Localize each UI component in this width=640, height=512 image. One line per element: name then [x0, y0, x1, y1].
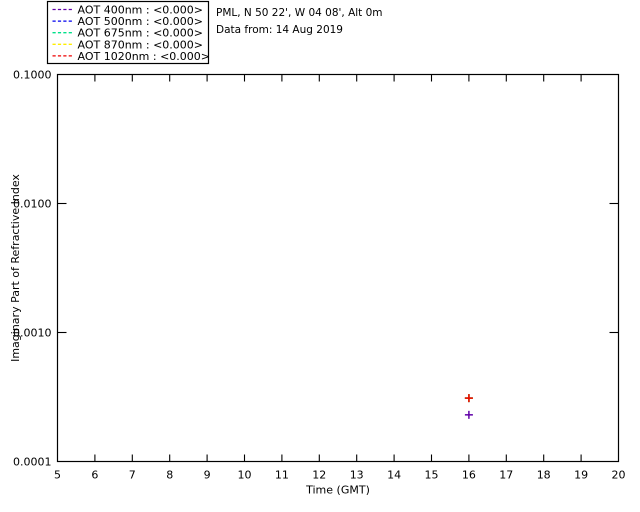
x-tick-label: 10	[238, 469, 252, 482]
legend-item[interactable]: AOT 870nm : <0.000>	[52, 38, 204, 51]
legend-item[interactable]: AOT 675nm : <0.000>	[52, 27, 204, 40]
y-axis: 0.0001 0.0010 0.0100 0.1000	[13, 69, 619, 469]
plot-frame	[56, 73, 620, 463]
x-tick-label: 19	[574, 469, 588, 482]
legend-label-400: AOT 400nm : <0.000>	[78, 4, 204, 17]
marker-aot-400nm[interactable]	[464, 410, 473, 419]
plot-subtitle-line2: Data from: 14 Aug 2019	[216, 24, 343, 36]
legend-label-870: AOT 870nm : <0.000>	[78, 38, 204, 51]
y-axis-title: Imaginary Part of Refractive Index	[9, 174, 22, 362]
legend-item[interactable]: AOT 400nm : <0.000>	[52, 4, 204, 17]
data-markers	[464, 394, 473, 419]
x-tick-label: 11	[275, 469, 289, 482]
x-tick-label: 13	[350, 469, 364, 482]
legend-item[interactable]: AOT 500nm : <0.000>	[52, 15, 204, 28]
legend-label-500: AOT 500nm : <0.000>	[78, 15, 204, 28]
x-tick-label: 14	[387, 469, 401, 482]
x-axis: 5 6 7 8 9 10 11 12 13 14 15 16 17 18 19 20	[54, 74, 626, 482]
y-tick-label: 0.0100	[13, 198, 52, 211]
y-tick-label: 0.0010	[13, 327, 52, 340]
legend-label-1020: AOT 1020nm : <0.000>	[78, 50, 211, 63]
legend: AOT 400nm : <0.000>AOT 500nm : <0.000>AO…	[46, 0, 211, 65]
y-tick-label: 0.0001	[13, 456, 52, 469]
x-tick-label: 5	[54, 469, 61, 482]
legend-item[interactable]: AOT 1020nm : <0.000>	[52, 50, 211, 63]
marker-aot-1020nm[interactable]	[464, 394, 473, 403]
legend-label-675: AOT 675nm : <0.000>	[78, 27, 204, 40]
x-tick-label: 12	[312, 469, 326, 482]
x-tick-label: 8	[166, 469, 173, 482]
x-axis-title: Time (GMT)	[305, 484, 370, 497]
x-tick-label: 7	[129, 469, 136, 482]
x-tick-label: 18	[537, 469, 551, 482]
y-tick-label: 0.1000	[13, 69, 52, 82]
x-tick-label: 6	[91, 469, 98, 482]
x-tick-label: 20	[612, 469, 626, 482]
x-tick-label: 9	[204, 469, 211, 482]
x-tick-label: 16	[462, 469, 476, 482]
plot-title-line1: PML, N 50 22', W 04 08', Alt 0m	[216, 7, 383, 19]
x-tick-label: 17	[499, 469, 513, 482]
x-tick-label: 15	[425, 469, 439, 482]
legend-box	[46, 0, 210, 65]
